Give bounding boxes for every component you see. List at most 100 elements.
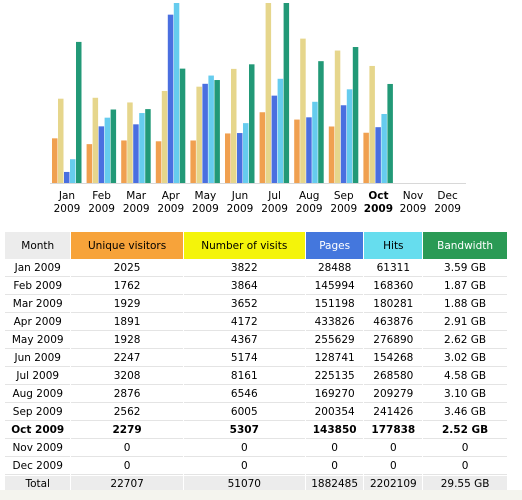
bar [334,50,341,184]
year-label: 2009 [330,203,357,215]
bar [277,78,284,183]
monthly-chart: Jan2009Feb2009Mar2009Apr2009May2009Jun20… [50,3,466,215]
table-cell: 463876 [364,314,423,331]
year-label: 2009 [123,203,150,215]
bar [58,98,64,183]
year-label: 2009 [400,203,427,215]
table-cell: 8161 [183,368,305,385]
month-label: Mar [126,190,146,202]
table-cell: 6546 [183,386,305,403]
table-cell: 268580 [364,368,423,385]
table-cell: 2876 [71,386,183,403]
year-label: 2009 [157,203,184,215]
bar [249,64,255,183]
bar [98,126,105,183]
month-label: Apr [162,190,181,202]
table-row: Sep 2009 2562 6005 200354 241426 3.46 GB [5,404,507,421]
table-cell: 225135 [305,368,364,385]
bar [363,132,369,183]
bar [340,105,347,183]
table-row: Jun 2009 2247 5174 128741 154268 3.02 GB [5,350,507,367]
bar [155,141,162,183]
table-cell: 4172 [183,314,305,331]
bar [110,109,117,183]
table-cell: 4367 [183,332,305,349]
table-cell: 151198 [305,296,364,313]
year-label: 2009 [296,203,323,215]
table-cell: 0 [364,458,423,475]
bar [300,38,306,183]
table-cell: Sep 2009 [5,404,71,421]
table-cell: 2.52 GB [423,422,507,439]
month-label: Dec [437,190,458,202]
table-cell: 241426 [364,404,423,421]
bar [173,3,180,183]
table-row: Jan 2009 2025 3822 28488 61311 3.59 GB [5,260,507,277]
table-cell: 154268 [364,350,423,367]
bar [208,75,214,183]
column-header: Bandwidth [423,232,507,259]
table-cell: 2279 [71,422,183,439]
month-label: Aug [299,190,320,202]
column-header: Unique visitors [71,232,183,259]
month-label: Feb [92,190,111,202]
bar [190,140,196,183]
table-cell: 6005 [183,404,305,421]
bar [70,159,76,183]
bar [225,133,231,183]
table-cell: 0 [423,440,507,457]
bar [76,41,82,184]
bar [243,123,249,183]
table-cell: 3.59 GB [423,260,507,277]
column-header: Number of visits [183,232,305,259]
year-label: 2009 [434,203,461,215]
table-cell: Total [5,476,71,493]
table-row: Aug 2009 2876 6546 169270 209279 3.10 GB [5,386,507,403]
column-header: Month [5,232,71,259]
table-cell: 1.87 GB [423,278,507,295]
table-row: Jul 2009 3208 8161 225135 268580 4.58 GB [5,368,507,385]
bar [237,133,243,183]
table-cell: Oct 2009 [5,422,71,439]
table-cell: 255629 [305,332,364,349]
monthly-table: Month Unique visitors Number of visits Page… [4,231,508,494]
bar [121,140,127,183]
bar [52,138,58,183]
bar [179,68,186,183]
table-cell: 209279 [364,386,423,403]
bar [375,127,381,183]
month-label: May [195,190,217,202]
table-row: Dec 2009 0 0 0 0 0 [5,458,507,475]
table-cell: 0 [305,440,364,457]
table-cell: 200354 [305,404,364,421]
year-label: 2009 [261,203,288,215]
table-cell: Apr 2009 [5,314,71,331]
year-label: 2009 [227,203,254,215]
bar [161,90,168,183]
footer-strip [0,490,522,500]
month-label: Nov [403,190,424,202]
table-row: May 2009 1928 4367 255629 276890 2.62 GB [5,332,507,349]
table-cell: 1891 [71,314,183,331]
table-cell: 143850 [305,422,364,439]
table-cell: Aug 2009 [5,386,71,403]
table-cell: 3208 [71,368,183,385]
table-cell: 433826 [305,314,364,331]
table-cell: 3.46 GB [423,404,507,421]
table-cell: 0 [364,440,423,457]
table-row: Apr 2009 1891 4172 433826 463876 2.91 GB [5,314,507,331]
table-cell: 3864 [183,278,305,295]
table-cell: 0 [183,440,305,457]
table-cell: 1929 [71,296,183,313]
table-cell: 0 [71,440,183,457]
bar [92,97,99,183]
bar [202,83,208,183]
table-cell: 128741 [305,350,364,367]
table-cell: 2562 [71,404,183,421]
table-cell: 3652 [183,296,305,313]
table-cell: 145994 [305,278,364,295]
bar [86,144,93,183]
bar [271,95,278,183]
table-cell: 0 [305,458,364,475]
table-cell: Feb 2009 [5,278,71,295]
